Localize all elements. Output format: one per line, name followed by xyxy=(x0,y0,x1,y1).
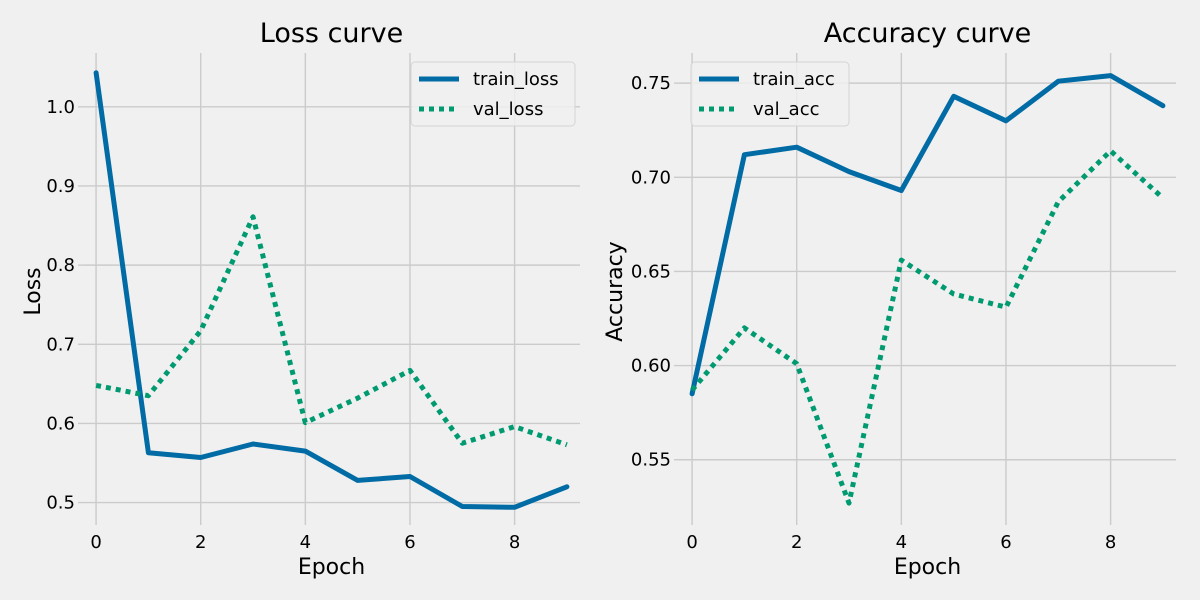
acc-ytick-label: 0.65 xyxy=(631,261,671,282)
acc-xtick-label: 2 xyxy=(791,532,802,553)
loss-xtick-label: 0 xyxy=(90,532,101,553)
loss-xtick-label: 6 xyxy=(404,532,415,553)
loss-series-val_loss xyxy=(95,214,568,448)
acc-xtick-label: 4 xyxy=(896,532,907,553)
loss-title: Loss curve xyxy=(260,18,403,49)
acc-panel: 0 2 4 6 8 0.55 0.60 0.65 0.70 0.75 Accuracy curve E… xyxy=(603,18,1176,580)
acc-ylabel: Accuracy xyxy=(603,241,628,341)
loss-xtick-label: 2 xyxy=(195,532,206,553)
loss-xtick-label: 8 xyxy=(509,532,520,553)
acc-ytick-label: 0.75 xyxy=(631,73,671,94)
acc-legend-label-train_acc: train_acc xyxy=(753,69,835,90)
acc-ytick-label: 0.70 xyxy=(631,167,671,188)
loss-ytick-label: 0.5 xyxy=(46,493,75,514)
acc-legend-label-val_acc: val_acc xyxy=(753,99,820,120)
loss-panel: 0 2 4 6 8 0.5 0.6 0.7 0.8 0.9 1.0 Loss curve Epoch Lo… xyxy=(21,18,580,580)
loss-series-train_loss xyxy=(93,70,570,510)
loss-ytick-label: 1.0 xyxy=(46,97,75,118)
loss-xlabel: Epoch xyxy=(298,555,365,580)
loss-ytick-label: 0.6 xyxy=(46,413,75,434)
acc-series-val_acc xyxy=(690,148,1165,506)
loss-ytick-label: 0.9 xyxy=(46,176,75,197)
acc-series-train_acc xyxy=(689,73,1166,397)
acc-xtick-label: 0 xyxy=(686,532,697,553)
loss-ytick-label: 0.8 xyxy=(46,255,75,276)
acc-xlabel: Epoch xyxy=(894,555,961,580)
acc-xtick-label: 8 xyxy=(1105,532,1116,553)
loss-legend-label-train_loss: train_loss xyxy=(473,69,559,90)
acc-xtick-label: 6 xyxy=(1000,532,1011,553)
acc-ytick-label: 0.60 xyxy=(631,356,671,377)
loss-xtick-label: 4 xyxy=(300,532,311,553)
acc-ytick-label: 0.55 xyxy=(631,450,671,471)
acc-title: Accuracy curve xyxy=(824,18,1032,49)
loss-legend: train_loss val_loss xyxy=(410,61,576,127)
loss-ylabel: Loss xyxy=(21,267,46,315)
acc-legend: train_acc val_acc xyxy=(690,61,850,127)
loss-legend-label-val_loss: val_loss xyxy=(473,99,543,120)
loss-ytick-label: 0.7 xyxy=(46,334,75,355)
